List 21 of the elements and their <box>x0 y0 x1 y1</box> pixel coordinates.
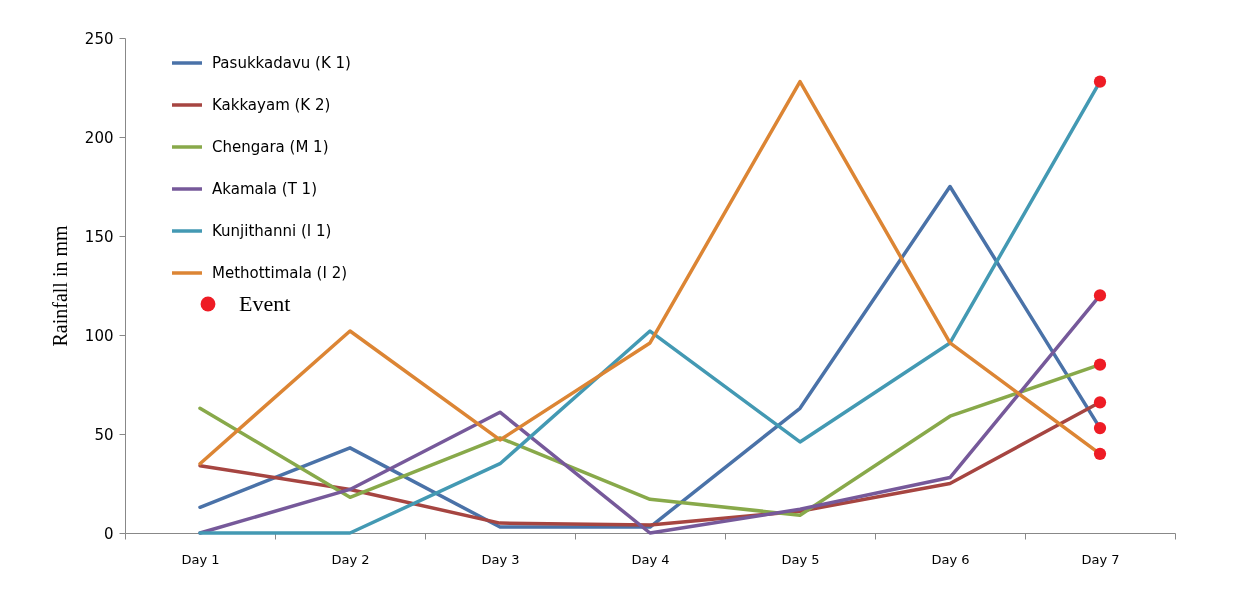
y-tick-label: 150 <box>84 227 114 246</box>
y-tick-label: 100 <box>84 326 114 345</box>
x-tick-label: Day 2 <box>331 551 370 567</box>
legend-label: Kakkayam (K 2) <box>212 96 331 114</box>
x-tick-label: Day 1 <box>181 551 220 567</box>
y-axis-title: Rainfall in mm <box>48 225 71 347</box>
legend-label: Methottimala (I 2) <box>212 264 348 282</box>
y-tick-label: 200 <box>84 128 114 147</box>
x-tick-label: Day 3 <box>481 551 520 567</box>
legend-label: Kunjithanni (I 1) <box>212 222 332 240</box>
legend-label: Pasukkadavu (K 1) <box>212 54 351 72</box>
legend-label: Event <box>239 291 291 316</box>
y-tick-label: 50 <box>94 425 114 444</box>
legend-label: Chengara (M 1) <box>212 138 329 156</box>
x-tick-label: Day 7 <box>1081 551 1120 567</box>
x-tick-label: Day 4 <box>631 551 670 567</box>
y-tick-label: 250 <box>84 29 114 48</box>
legend-label: Akamala (T 1) <box>212 180 317 198</box>
x-tick-label: Day 6 <box>931 551 970 567</box>
x-tick-label: Day 5 <box>781 551 820 567</box>
y-tick-label: 0 <box>103 524 114 543</box>
